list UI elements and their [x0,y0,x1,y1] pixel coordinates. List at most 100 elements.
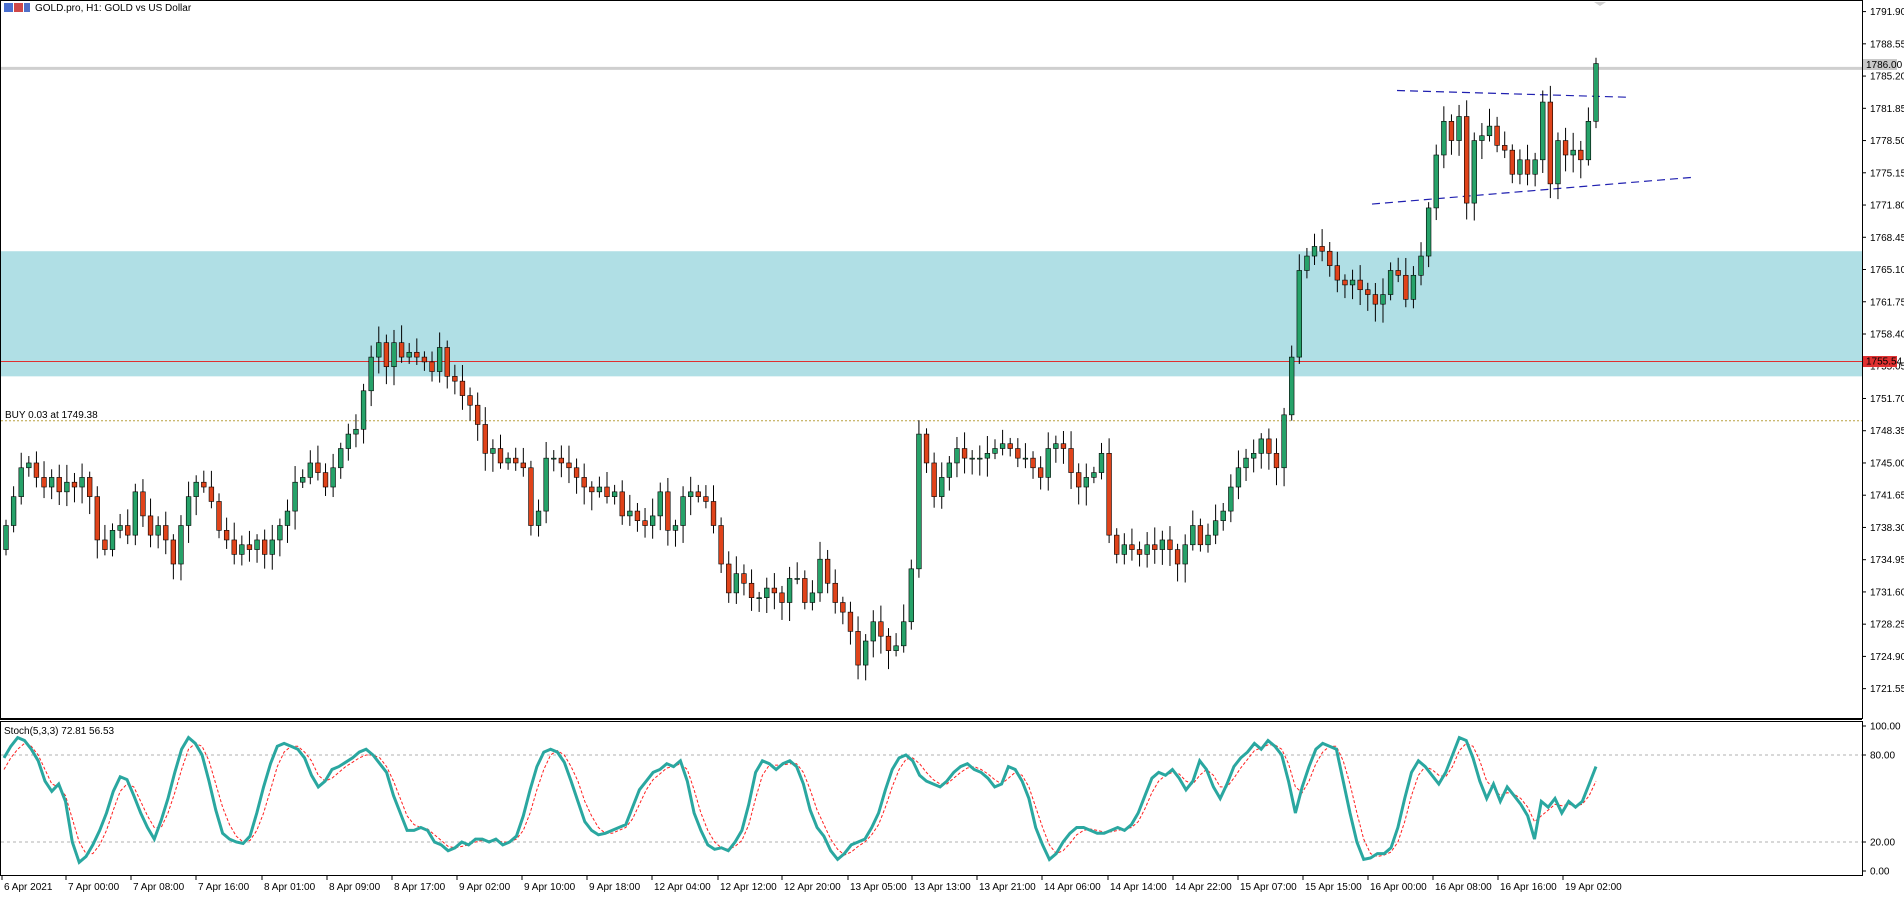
candle-body [1015,448,1021,459]
candle-body [756,597,762,599]
candle-body [140,491,146,517]
candle-body [26,462,32,469]
candle-body [665,491,671,531]
candle-body [1365,289,1371,295]
candle-body [307,462,313,478]
candle-body [216,501,222,531]
time-tick-label: 12 Apr 12:00 [720,882,777,893]
price-tick-label: 1771.80 [1870,201,1904,212]
support-price-tag-text: 1755.54 [1866,357,1903,368]
candle-body [223,530,230,541]
candle-body [1593,63,1599,122]
candle-body [1517,159,1523,175]
time-tick-label: 13 Apr 13:00 [914,882,971,893]
candle-body [1524,159,1531,175]
candle-body [1448,121,1455,141]
candle-body [589,486,595,493]
candle-body [368,356,374,392]
candle-body [1091,472,1097,478]
candle-body [300,477,306,483]
candle-body [459,380,466,396]
candle-body [277,525,283,541]
candle-body [969,457,975,460]
time-tick-label: 13 Apr 21:00 [979,882,1036,893]
time-tick-label: 9 Apr 10:00 [524,882,576,893]
candle-body [1273,453,1280,469]
candle-body [543,457,549,512]
candle-body [391,342,397,368]
candle-body [475,404,481,425]
candle-body [353,428,359,435]
candle-body [1281,414,1287,469]
price-tick-label: 1728.25 [1870,620,1904,631]
scroll-marker-icon[interactable] [1594,2,1606,6]
price-tick-label: 1734.95 [1870,555,1904,566]
candle-body [1228,486,1234,512]
candle-body [1502,145,1508,151]
candle-body [1327,250,1333,266]
price-tick-label: 1768.45 [1870,233,1904,244]
candle-body [923,433,930,464]
candle-body [718,525,724,565]
candle-body [817,558,823,594]
candle-body [269,539,275,555]
time-tick-label: 16 Apr 08:00 [1435,882,1492,893]
candle-body [786,578,793,603]
support-price-tag: 1755.54 [1863,356,1903,368]
candle-body [1243,457,1249,469]
candle-body [1098,453,1105,473]
candle-body [147,515,154,536]
candle-body [208,486,215,502]
candle-body [999,443,1006,449]
price-tick-label: 1745.00 [1870,458,1904,469]
candle-body [916,433,922,570]
candle-body [48,477,55,488]
candle-body [1289,356,1295,416]
candle-body [596,486,603,493]
candle-body [1562,140,1569,156]
candle-body [885,635,892,651]
chart-window-icon[interactable] [24,3,30,12]
time-tick-label: 7 Apr 08:00 [133,882,185,893]
candle-body [1022,457,1029,460]
supply-demand-zone [1,251,1862,377]
candle-body [1486,125,1493,137]
candle-body [1174,549,1181,565]
time-tick-label: 8 Apr 09:00 [329,882,381,893]
candle-body [1555,140,1561,185]
candle-body [1585,121,1592,161]
candle-body [421,356,428,363]
candlesticks [3,57,1599,681]
candle-body [1121,544,1127,555]
price-tick-label: 1748.35 [1870,426,1904,437]
candle-body [657,491,663,517]
price-tick-label: 1758.40 [1870,329,1904,340]
time-tick-label: 8 Apr 01:00 [264,882,316,893]
candle-body [558,457,565,464]
candle-body [878,621,884,637]
trendlines[interactable] [1371,89,1696,205]
candle-body [1334,265,1340,281]
time-tick-label: 7 Apr 00:00 [68,882,120,893]
candle-body [41,477,47,488]
candle-body [1296,270,1302,358]
candle-body [809,592,816,603]
candle-body [581,477,587,488]
candle-body [490,448,496,454]
candle-body [1349,279,1356,286]
candle-body [185,496,192,526]
price-tick-label: 1738.30 [1870,523,1904,534]
chart-color-icon[interactable] [14,3,23,12]
candle-body [383,342,390,368]
candle-body [1509,149,1515,175]
candle-body [94,496,100,541]
chart-type-icon[interactable] [4,3,13,12]
price-tick-label: 1751.70 [1870,394,1904,405]
time-tick-label: 8 Apr 17:00 [394,882,446,893]
candle-body [330,467,336,488]
candle-body [855,631,861,666]
time-tick-label: 14 Apr 06:00 [1044,882,1101,893]
candle-body [338,448,344,469]
candle-body [680,496,686,526]
